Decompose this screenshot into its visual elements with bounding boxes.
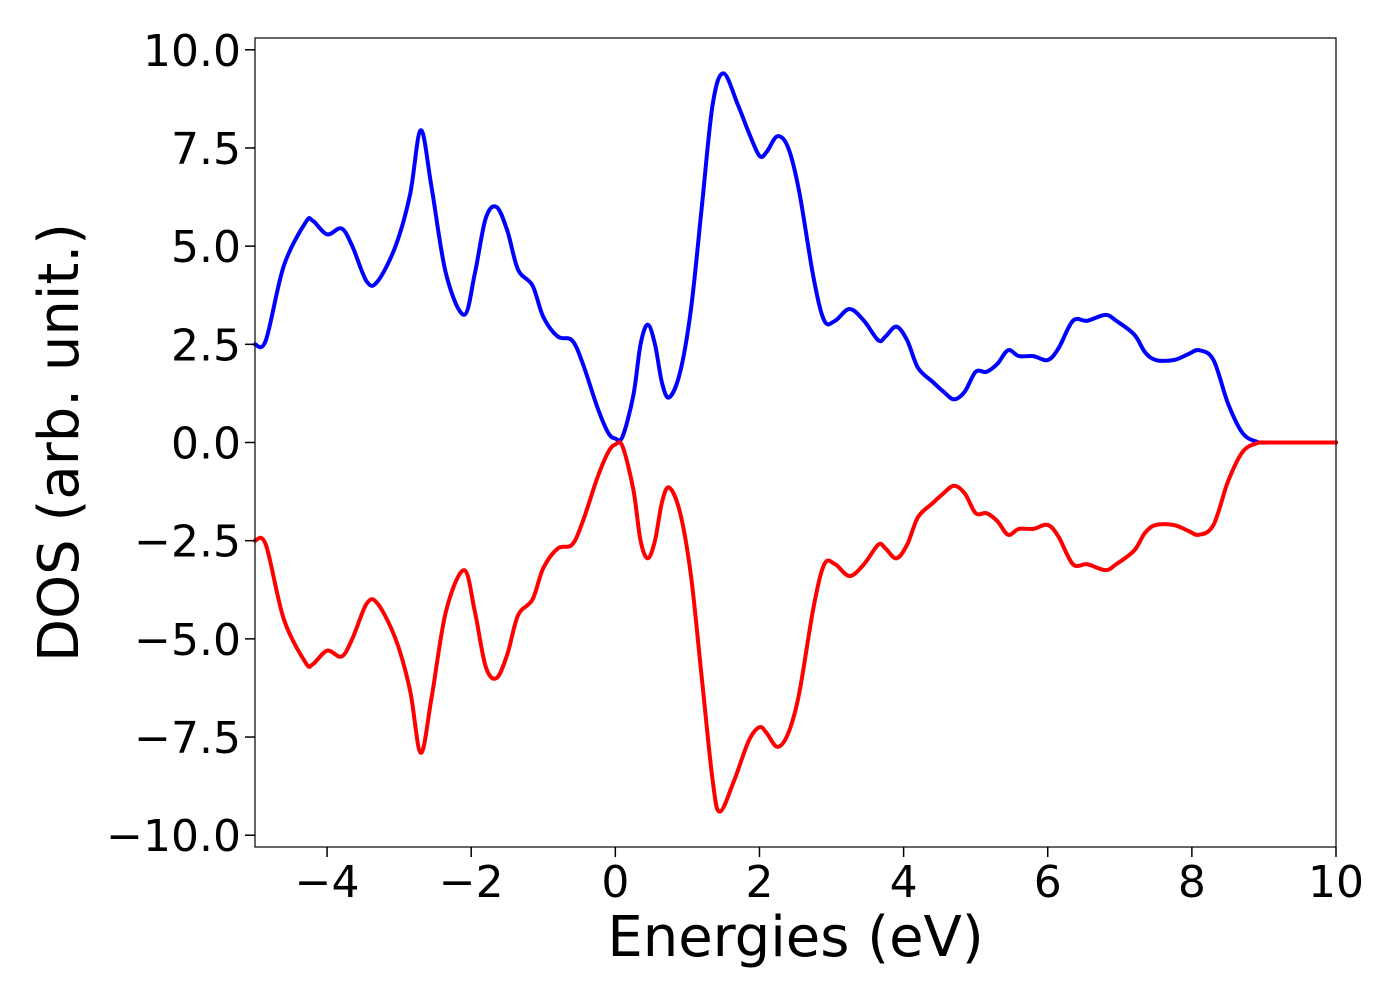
y-tick-label: 0.0 (171, 419, 241, 470)
y-tick-label: 10.0 (143, 26, 241, 77)
y-tick-label: −10.0 (106, 811, 241, 862)
y-tick-label: −7.5 (134, 713, 241, 764)
y-axis-label: DOS (arb. unit.) (27, 223, 92, 662)
y-axis-ticks: 10.0 7.5 5.0 2.5 0.0 −2.5 −5.0 −7.5 −10.0 (106, 26, 255, 862)
plot-frame (254, 37, 1337, 848)
spin-up-dos-line (253, 71, 1338, 445)
x-tick-label: 6 (1034, 857, 1062, 908)
x-tick-label: 2 (745, 857, 773, 908)
y-tick-label: 5.0 (171, 222, 241, 273)
x-axis-label: Energies (eV) (607, 905, 983, 970)
plot-area (253, 71, 1338, 814)
x-tick-label: 10 (1308, 857, 1364, 908)
y-tick-label: −5.0 (134, 615, 241, 666)
y-tick-label: 2.5 (171, 320, 241, 371)
y-tick-label: −2.5 (134, 517, 241, 568)
spin-down-dos-line (253, 440, 1338, 814)
x-axis-ticks: −4 −2 0 2 4 6 8 10 (295, 847, 1364, 908)
x-tick-label: 8 (1178, 857, 1206, 908)
x-tick-label: −4 (295, 857, 360, 908)
y-tick-label: 7.5 (171, 124, 241, 175)
x-tick-label: −2 (439, 857, 504, 908)
x-tick-label: 0 (601, 857, 629, 908)
x-tick-label: 4 (890, 857, 918, 908)
